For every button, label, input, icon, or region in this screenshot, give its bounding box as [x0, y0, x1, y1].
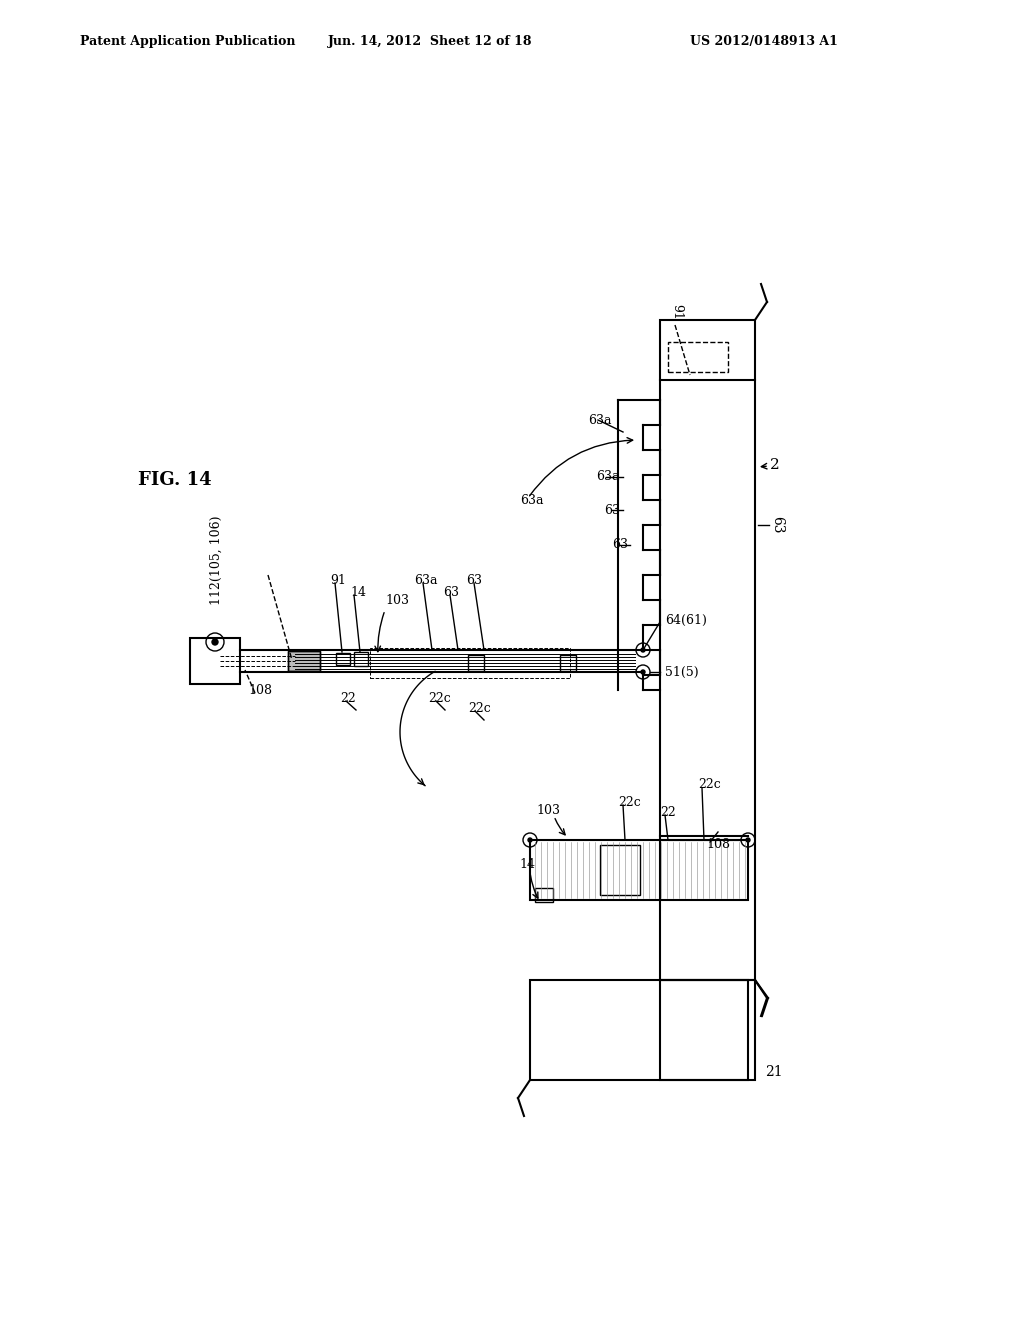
- Text: 103: 103: [536, 804, 560, 817]
- Text: FIG. 14: FIG. 14: [138, 471, 212, 488]
- Text: 63a: 63a: [520, 494, 544, 507]
- Bar: [468, 655, 484, 671]
- Text: US 2012/0148913 A1: US 2012/0148913 A1: [690, 36, 838, 49]
- Bar: [354, 652, 368, 667]
- Text: 112(105, 106): 112(105, 106): [210, 515, 223, 605]
- Bar: [370, 648, 570, 678]
- Bar: [336, 653, 350, 665]
- Text: 108: 108: [248, 684, 272, 697]
- Circle shape: [746, 838, 750, 842]
- Text: 63a: 63a: [588, 413, 611, 426]
- Text: 22c: 22c: [698, 779, 721, 792]
- Bar: [288, 651, 319, 671]
- Text: Patent Application Publication: Patent Application Publication: [80, 36, 296, 49]
- Bar: [560, 655, 575, 671]
- Text: 22: 22: [340, 692, 355, 705]
- Text: Jun. 14, 2012  Sheet 12 of 18: Jun. 14, 2012 Sheet 12 of 18: [328, 36, 532, 49]
- Text: 22c: 22c: [468, 701, 490, 714]
- Text: 14: 14: [519, 858, 535, 871]
- Text: 21: 21: [765, 1065, 782, 1078]
- Text: 22: 22: [660, 805, 676, 818]
- Text: 51(5): 51(5): [665, 665, 698, 678]
- Text: 91: 91: [670, 304, 683, 319]
- Text: 64(61): 64(61): [665, 614, 707, 627]
- Circle shape: [641, 648, 645, 652]
- Text: 22c: 22c: [618, 796, 641, 808]
- Bar: [288, 651, 319, 671]
- Text: 14: 14: [350, 586, 366, 598]
- Text: 91: 91: [330, 573, 346, 586]
- Text: 63: 63: [443, 586, 459, 598]
- Text: 22c: 22c: [428, 692, 451, 705]
- Bar: [530, 979, 748, 1080]
- Text: 103: 103: [385, 594, 409, 606]
- Text: 108: 108: [706, 838, 730, 851]
- Bar: [660, 979, 755, 1080]
- Text: 63: 63: [612, 539, 628, 552]
- Bar: [190, 638, 240, 684]
- Bar: [660, 319, 755, 380]
- Circle shape: [528, 838, 532, 842]
- Text: 63a: 63a: [414, 573, 437, 586]
- Text: 63a: 63a: [596, 470, 620, 483]
- Circle shape: [641, 671, 645, 675]
- Text: 63: 63: [604, 503, 620, 516]
- Text: 63: 63: [466, 573, 482, 586]
- Text: 2: 2: [770, 458, 779, 473]
- Bar: [600, 845, 640, 895]
- Text: 63: 63: [770, 516, 784, 533]
- Bar: [668, 342, 728, 372]
- Bar: [535, 888, 553, 902]
- Circle shape: [212, 639, 218, 645]
- Bar: [530, 840, 748, 900]
